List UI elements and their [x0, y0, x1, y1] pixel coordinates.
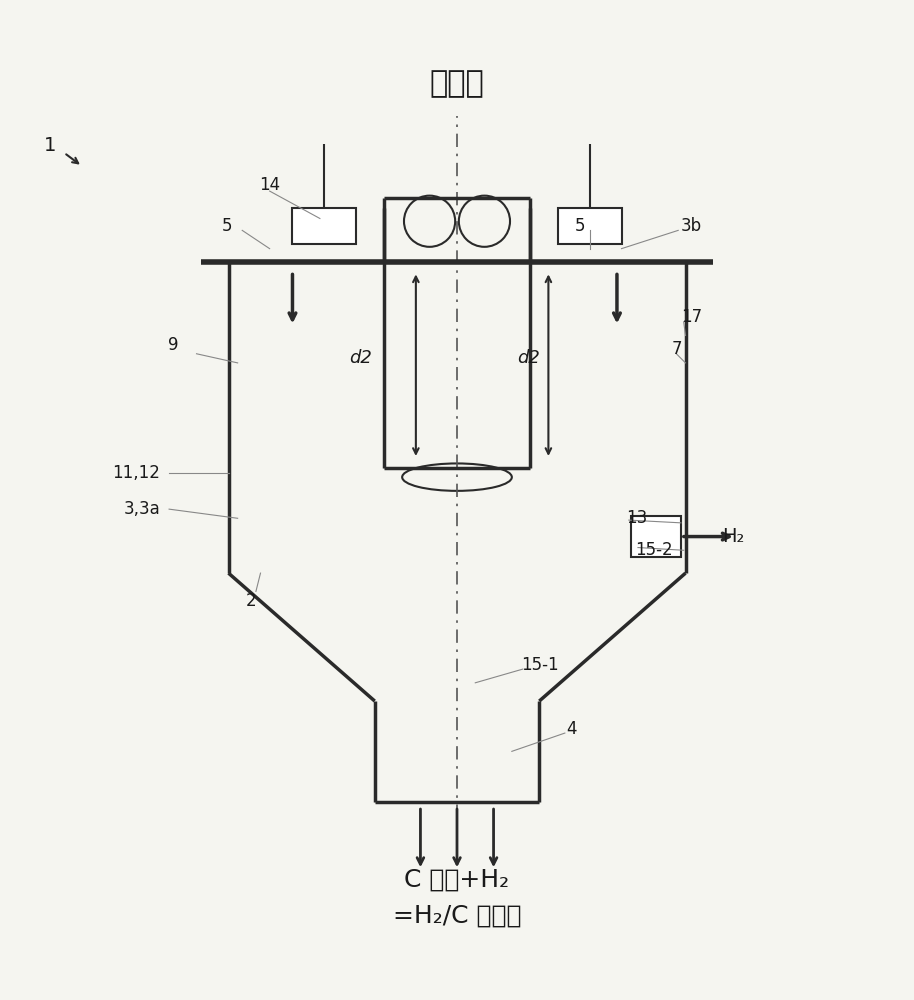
- Text: H₂: H₂: [722, 527, 744, 546]
- Text: 5: 5: [221, 217, 232, 235]
- Text: =H₂/C 气溶胶: =H₂/C 气溶胶: [393, 904, 521, 928]
- Text: 15-1: 15-1: [521, 656, 558, 674]
- Text: 15-2: 15-2: [635, 541, 673, 559]
- Text: d2: d2: [349, 349, 373, 367]
- Text: 5: 5: [575, 217, 586, 235]
- Text: 17: 17: [681, 308, 702, 326]
- Text: 14: 14: [259, 176, 281, 194]
- Text: 1: 1: [44, 136, 57, 155]
- Text: 3b: 3b: [681, 217, 702, 235]
- FancyBboxPatch shape: [558, 208, 622, 244]
- FancyBboxPatch shape: [631, 516, 681, 557]
- Text: 2: 2: [246, 592, 257, 610]
- Text: 7: 7: [672, 340, 682, 358]
- Text: 3,3a: 3,3a: [123, 500, 160, 518]
- Text: 9: 9: [168, 336, 179, 354]
- Text: 11,12: 11,12: [112, 464, 160, 482]
- Text: d2: d2: [516, 349, 540, 367]
- FancyBboxPatch shape: [292, 208, 356, 244]
- Text: 13: 13: [626, 509, 647, 527]
- Text: 4: 4: [567, 720, 577, 738]
- Text: C 颗粒+H₂: C 颗粒+H₂: [404, 867, 510, 891]
- Text: 烃流体: 烃流体: [430, 70, 484, 99]
